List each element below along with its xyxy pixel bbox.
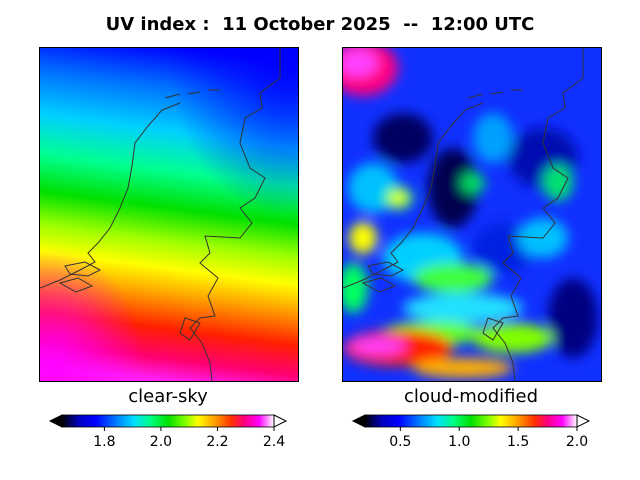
coastline-path	[40, 102, 181, 289]
country-borders	[40, 48, 281, 381]
colorbar-tick-label: 2.0	[565, 434, 589, 450]
country-borders	[343, 48, 584, 381]
coastline-path	[492, 48, 584, 381]
clear-sky-label: clear-sky	[128, 386, 208, 407]
clear-sky-map	[39, 47, 299, 382]
cloud-modified-label: cloud-modified	[403, 386, 539, 407]
colorbar-tick-label: 1.5	[506, 434, 530, 450]
colorbar-gradient	[61, 414, 275, 428]
coastline-path	[64, 261, 102, 277]
colorbar-tick-label: 2.4	[262, 434, 286, 450]
colorbar-extend-high	[576, 414, 591, 428]
colorbar-tick-label: 2.0	[149, 434, 173, 450]
colorbar-tick-label: 0.5	[389, 434, 412, 450]
coastline-path	[58, 277, 94, 293]
coastline-path	[164, 89, 220, 99]
coastline-path	[343, 102, 484, 289]
cloud-modified-colorbar	[351, 414, 591, 431]
cloud-modified-map	[342, 47, 602, 382]
chart-title: UV index : 11 October 2025 -- 12:00 UTC	[105, 14, 535, 35]
colorbar-extend-high	[273, 414, 288, 428]
colorbar-extend-low	[351, 414, 366, 428]
colorbar-extend-low	[48, 414, 63, 428]
clear-sky-map-svg	[40, 48, 298, 381]
clear-sky-colorbar	[48, 414, 288, 431]
coastline-path	[179, 317, 201, 341]
coastline-path	[189, 48, 281, 381]
colorbar-gradient	[364, 414, 578, 428]
coastline-path	[467, 89, 523, 99]
coastline-path	[361, 277, 397, 293]
cloud-modified-map-svg	[343, 48, 601, 381]
colorbar-tick-label: 1.0	[448, 434, 471, 450]
colorbar-tick-label: 1.8	[93, 434, 116, 450]
colorbar-tick-label: 2.2	[206, 434, 229, 450]
coastline-path	[482, 317, 504, 341]
coastline-path	[367, 261, 405, 277]
